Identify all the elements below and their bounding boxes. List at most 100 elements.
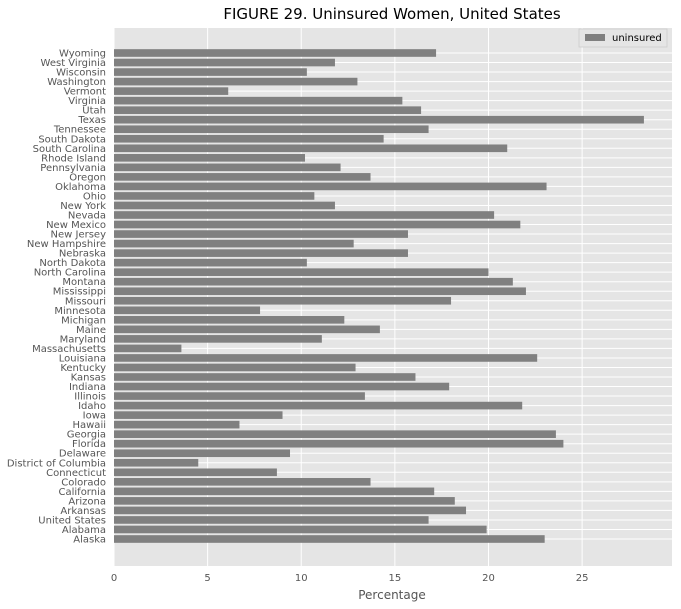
bar bbox=[114, 373, 416, 381]
y-tick-label: Virginia bbox=[68, 96, 106, 107]
y-tick-label: Washington bbox=[47, 77, 106, 88]
y-tick-label: Kentucky bbox=[60, 363, 106, 374]
bar bbox=[114, 249, 408, 257]
bar bbox=[114, 134, 384, 143]
bar bbox=[114, 535, 545, 543]
y-tick-label: California bbox=[59, 487, 107, 498]
legend-box bbox=[578, 28, 668, 48]
y-tick-label: New Jersey bbox=[51, 230, 107, 241]
y-tick-label: South Dakota bbox=[38, 134, 106, 145]
y-tick-label: United States bbox=[38, 515, 106, 526]
bar bbox=[114, 125, 429, 134]
y-tick-label: Michigan bbox=[61, 315, 106, 326]
x-tick-label: 25 bbox=[576, 573, 589, 584]
bar bbox=[114, 182, 547, 191]
bar bbox=[114, 154, 305, 162]
legend-label: uninsured bbox=[612, 33, 662, 44]
y-tick-label: Pennsylvania bbox=[40, 163, 106, 174]
bar bbox=[114, 144, 508, 153]
bar bbox=[114, 325, 380, 334]
y-tick-label: Maryland bbox=[60, 334, 106, 345]
y-tick-label: Alabama bbox=[62, 525, 106, 536]
chart-title: FIGURE 29. Uninsured Women, United State… bbox=[223, 5, 561, 23]
y-tick-label: North Dakota bbox=[39, 258, 106, 269]
x-tick-label: 20 bbox=[482, 573, 495, 584]
bar bbox=[114, 258, 307, 267]
y-tick-label: District of Columbia bbox=[7, 458, 106, 469]
y-tick-label: Georgia bbox=[67, 430, 106, 441]
y-tick-label: Oregon bbox=[69, 172, 106, 183]
bar bbox=[114, 468, 277, 477]
x-tick-label: 5 bbox=[204, 573, 210, 584]
y-tick-label: North Carolina bbox=[34, 268, 106, 279]
y-tick-label: Arkansas bbox=[60, 506, 106, 517]
y-tick-label: Wisconsin bbox=[56, 68, 106, 79]
bar bbox=[114, 87, 229, 95]
bar bbox=[114, 201, 335, 210]
bar bbox=[114, 506, 467, 515]
x-tick-labels: 0 5 10 15 20 25 bbox=[111, 573, 589, 584]
bar bbox=[114, 220, 521, 229]
bar bbox=[114, 525, 487, 534]
y-tick-label: Alaska bbox=[73, 535, 106, 546]
bar bbox=[114, 287, 526, 296]
bar bbox=[114, 77, 358, 86]
bar bbox=[114, 173, 371, 181]
y-tick-label: Hawaii bbox=[72, 420, 106, 431]
bar bbox=[114, 497, 455, 505]
y-tick-label: Illinois bbox=[74, 392, 106, 403]
bar bbox=[114, 115, 644, 124]
bar bbox=[114, 211, 495, 219]
y-tick-label: Florida bbox=[72, 439, 106, 450]
bar bbox=[114, 106, 422, 114]
y-tick-label: Maine bbox=[76, 325, 106, 336]
y-tick-label: Idaho bbox=[78, 401, 106, 412]
bar bbox=[114, 49, 437, 57]
bar bbox=[114, 354, 538, 362]
bar bbox=[114, 335, 322, 343]
bar bbox=[114, 306, 261, 315]
bar bbox=[114, 239, 354, 248]
x-tick-label: 10 bbox=[295, 573, 308, 584]
bar bbox=[114, 163, 341, 172]
legend-swatch bbox=[585, 34, 605, 41]
bar bbox=[114, 192, 315, 200]
y-tick-label: South Carolina bbox=[33, 144, 106, 155]
bar bbox=[114, 458, 199, 467]
y-tick-label: New York bbox=[60, 201, 106, 212]
x-axis-label: Percentage bbox=[358, 588, 426, 602]
bar bbox=[114, 316, 345, 324]
legend: uninsured bbox=[578, 28, 668, 48]
bar bbox=[114, 68, 307, 76]
y-tick-label: Wyoming bbox=[59, 49, 106, 60]
y-tick-label: Missouri bbox=[65, 296, 106, 307]
x-tick-label: 15 bbox=[389, 573, 402, 584]
y-tick-label: Connecticut bbox=[46, 468, 106, 479]
y-tick-label: Vermont bbox=[64, 87, 106, 98]
bar bbox=[114, 411, 283, 419]
y-tick-label: Rhode Island bbox=[41, 153, 106, 164]
y-tick-label: Massachusetts bbox=[32, 344, 106, 355]
y-tick-label: West Virginia bbox=[41, 58, 106, 69]
bars bbox=[114, 49, 644, 543]
y-tick-label: Ohio bbox=[83, 191, 106, 202]
bar bbox=[114, 268, 489, 276]
bar bbox=[114, 277, 513, 286]
bar bbox=[114, 58, 335, 67]
y-tick-label: New Mexico bbox=[46, 220, 106, 231]
y-tick-label: Indiana bbox=[69, 382, 106, 393]
bar bbox=[114, 478, 371, 486]
y-tick-label: New Hampshire bbox=[27, 239, 106, 250]
bar bbox=[114, 420, 240, 429]
y-tick-label: Colorado bbox=[61, 477, 106, 488]
y-tick-label: Utah bbox=[82, 106, 106, 117]
bar bbox=[114, 344, 182, 353]
bar bbox=[114, 296, 452, 305]
y-tick-label: Mississippi bbox=[53, 287, 106, 298]
y-tick-label: Kansas bbox=[71, 373, 106, 384]
y-tick-label: Louisiana bbox=[59, 353, 106, 364]
y-tick-label: Nebraska bbox=[59, 249, 106, 260]
bar bbox=[114, 363, 356, 372]
y-tick-label: Delaware bbox=[59, 449, 106, 460]
